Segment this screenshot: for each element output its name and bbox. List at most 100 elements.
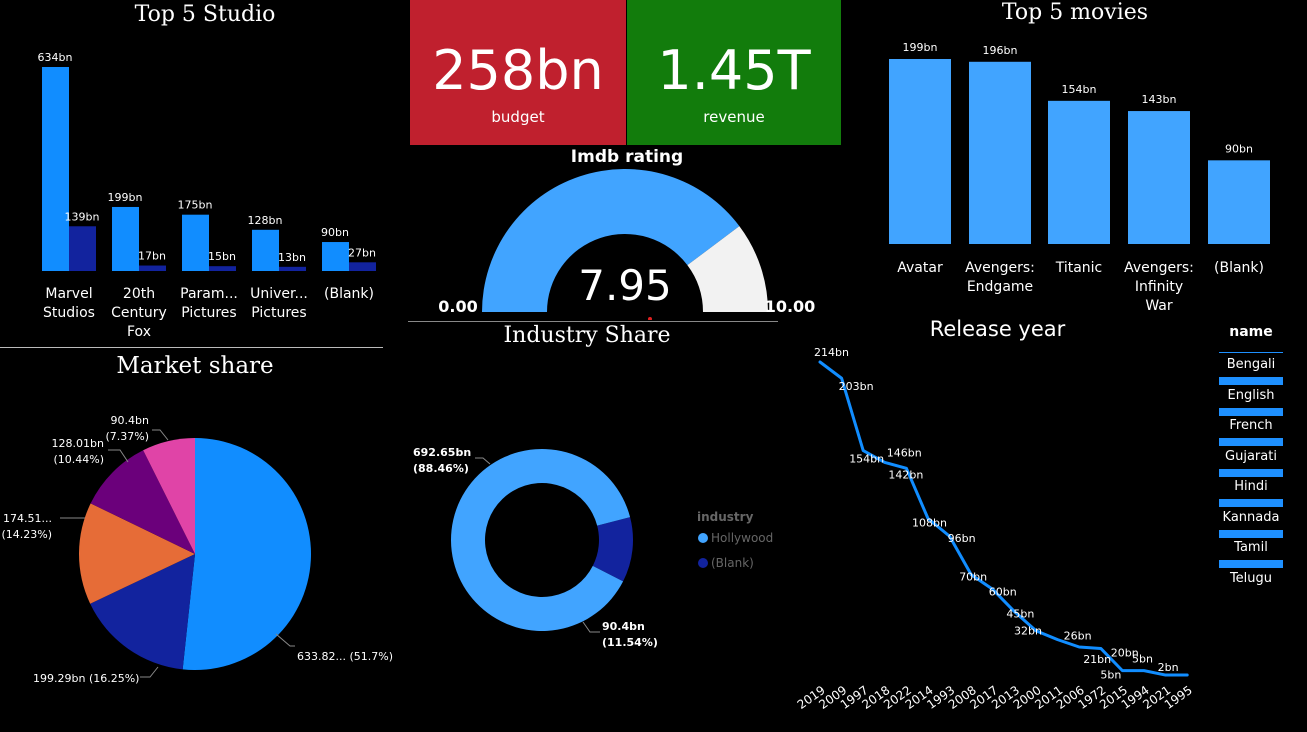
pie-leader-line [152,429,169,441]
imdb-gauge: 7.95 0.00 10.00 [438,168,816,320]
movie-category-label: Titanic [1055,260,1103,276]
movie-bar [969,61,1031,245]
release-year-data-label: 20bn [1111,646,1139,659]
pie-data-label: (7.37%) [105,430,149,443]
slicer-item-bar [1219,407,1283,416]
movie-bar [1208,160,1270,244]
release-year-data-label: 5bn [1132,653,1153,666]
release-year-data-label: 26bn [1064,630,1092,643]
release-year-data-label: 32bn [1014,625,1042,638]
donut-slice [451,449,631,631]
gauge-fill [482,168,740,312]
studio-data-label: 90bn [321,226,349,239]
movie-data-label: 196bn [983,44,1018,57]
studio-bar [279,266,306,271]
budget-label: budget [491,108,545,126]
movie-category-label: (Blank) [1214,260,1264,276]
slicer-item-bar [1219,499,1283,507]
release-year-data-label: 214bn [814,346,849,359]
studio-bar [322,242,349,271]
donut-legend-label: Hollywood [711,531,773,545]
movie-bar [889,59,951,244]
pie-data-label: 128.01bn [52,437,104,450]
studio-data-label: 199bn [108,191,143,204]
studio-bar [112,206,139,271]
pie-leader-line [275,633,295,647]
studio-data-label: 27bn [348,246,376,259]
release-year-data-label: 2bn [1158,661,1179,674]
studio-bar [252,229,279,271]
donut-data-label: (11.54%) [602,636,658,649]
studio-category-label: Marvel [45,286,92,302]
pie-slice [79,503,195,604]
release-year-data-label: 70bn [959,571,987,584]
movie-data-label: 154bn [1062,83,1097,96]
movies-chart-title: Top 5 movies [1001,0,1149,25]
slicer-item-kannada[interactable]: Kannada [1222,509,1280,525]
movie-data-label: 90bn [1225,142,1253,155]
movie-category-label: Avatar [897,260,943,276]
donut-legend-marker [698,533,708,543]
donut-data-label: (88.46%) [413,462,469,475]
donut-data-label: 90.4bn [602,620,645,633]
revenue-value: 1.45T [657,39,811,102]
gauge-max-label: 10.00 [765,297,816,316]
slicer-title: name [1229,324,1273,340]
pie-data-label: 174.51... [3,512,52,525]
studio-bar [182,214,209,271]
studio-bar [69,226,96,271]
pie-data-label: 90.4bn [111,414,149,427]
divider-left [0,347,383,348]
studio-category-label: (Blank) [324,286,374,302]
movie-data-label: 199bn [903,41,938,54]
movie-category-label: Avengers: [1124,260,1194,276]
studio-category-label: Studios [43,305,95,321]
slicer-item-telugu[interactable]: Telugu [1229,570,1273,586]
gauge-min-label: 0.00 [438,297,477,316]
slicer-item-bengali[interactable]: Bengali [1226,357,1276,372]
movie-category-label: Endgame [967,279,1033,295]
industry-share-donut: 692.65bn (88.46%) 90.4bn (11.54%) industry Ho… [413,446,773,649]
pie-leader-line [140,666,159,678]
donut-legend-marker [698,558,708,568]
studio-bar [139,265,166,271]
slicer-item-bar [1219,529,1283,538]
slicer-item-english[interactable]: English [1227,387,1275,403]
slicer-item-gujarati[interactable]: Gujarati [1225,448,1277,464]
studio-bar [42,67,69,271]
studio-category-label: 20th [123,286,155,302]
pie-data-label: 199.29bn (16.25%) [33,672,139,685]
pie-data-label: 633.82... (51.7%) [297,650,393,663]
gauge-title: Imdb rating [570,147,684,167]
slicer-item-hindi[interactable]: Hindi [1234,479,1268,494]
pie-leader-line [108,449,129,463]
studio-chart-title: Top 5 Studio [134,2,276,27]
slicer-title-underline [1219,352,1283,353]
movie-bar [1048,100,1110,244]
studio-data-label: 13bn [278,251,306,264]
revenue-card[interactable]: 1.45T revenue [627,0,841,145]
movie-category-label: Avengers: [965,260,1035,276]
movies-bar-chart: 199bn Avatar 196bn Avengers: Endgame 154bn Tit… [889,41,1270,314]
release-year-data-label: 203bn [839,380,874,393]
studio-category-label: Pictures [251,305,306,321]
release-year-data-label: 154bn [849,453,884,466]
donut-leader-line [475,457,491,465]
release-year-data-label: 21bn [1083,653,1111,666]
studio-category-label: Univer... [250,286,308,302]
donut-leader-line [582,621,600,633]
gauge-value: 7.95 [578,261,672,310]
slicer-item-bar [1219,377,1283,385]
studio-bar [209,266,236,271]
slicer-item-tamil[interactable]: Tamil [1234,540,1268,555]
slicer-item-french[interactable]: French [1229,418,1273,433]
release-year-data-label: 45bn [1006,608,1034,621]
market-share-pie: 633.82... (51.7%) 199.29bn (16.25%) 174.51… [1,414,393,685]
revenue-label: revenue [703,108,765,126]
movie-category-label: Infinity [1135,279,1183,295]
donut-legend-label: (Blank) [711,556,754,570]
studio-data-label: 17bn [138,250,166,263]
movie-bar [1128,111,1190,244]
budget-card[interactable]: 258bn budget [410,0,626,145]
